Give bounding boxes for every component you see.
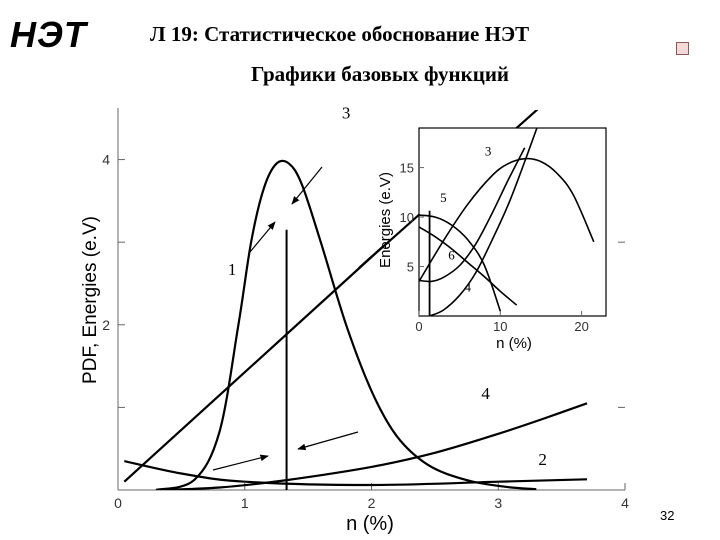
- y-tick-label: 15: [400, 161, 414, 176]
- curve-label-1: 1: [228, 260, 237, 279]
- inset-plot-frame: [418, 127, 607, 317]
- page-number: 32: [660, 508, 675, 523]
- main-x-axis-label: n (%): [346, 513, 394, 535]
- curve-label-6: 6: [448, 248, 455, 263]
- y-tick-label: 4: [102, 152, 110, 168]
- curve-label-3: 3: [485, 144, 492, 159]
- x-tick-label: 3: [494, 495, 502, 511]
- curve-4: [155, 402, 588, 490]
- inset-ticks: [418, 167, 583, 316]
- inset-curve-labels: 3 5 6 4: [440, 144, 491, 295]
- curve-label-2: 2: [538, 450, 547, 469]
- x-tick-label: 10: [493, 319, 507, 334]
- x-tick-label: 2: [368, 495, 376, 511]
- curve-1: [155, 159, 537, 490]
- inset-tick-labels: 0 10 20 5 10 15: [400, 161, 589, 334]
- inset-curves: [419, 128, 595, 316]
- main-y-axis-label: PDF, Energies (e.V): [80, 216, 101, 384]
- x-tick-label: 4: [621, 495, 629, 511]
- curve-label-5: 5: [440, 190, 447, 205]
- curve-label-4: 4: [481, 384, 490, 403]
- inset-y-axis-label: Energies (e.V): [377, 172, 394, 268]
- y-tick-label: 5: [407, 260, 414, 275]
- course-logo: НЭТ: [10, 14, 87, 55]
- arrow-curve-3: [291, 166, 323, 205]
- main-curve-labels: 1 2 3 4: [228, 103, 547, 469]
- y-tick-label: 2: [102, 317, 110, 333]
- slide-title: Л 19: Статистическое обоснование НЭТ: [150, 22, 530, 46]
- y-tick-label: 10: [400, 210, 414, 225]
- x-tick-label: 0: [415, 319, 422, 334]
- curve-label-3: 3: [342, 103, 351, 122]
- x-tick-label: 1: [241, 495, 249, 511]
- curve-6: [419, 226, 518, 306]
- inset-x-axis-label: n (%): [496, 335, 532, 352]
- slide-subtitle: Графики базовых функций: [250, 62, 510, 86]
- direction-arrows: [212, 166, 359, 471]
- x-tick-label: 20: [574, 319, 588, 334]
- curve-4: [419, 147, 526, 283]
- curve-2: [124, 460, 588, 487]
- curve-3: [419, 157, 595, 282]
- slide-marker-square: [676, 42, 689, 55]
- arrow-curve-1: [249, 221, 276, 253]
- main-tick-labels: 0 1 2 3 4 2 4: [102, 152, 629, 511]
- curve-5: [419, 214, 502, 312]
- arrow-curve-4-lower: [212, 454, 269, 471]
- arrow-curve-4-upper: [297, 431, 359, 451]
- curve-label-4: 4: [465, 279, 472, 294]
- x-tick-label: 0: [114, 495, 122, 511]
- curve-unlabeled-4: [429, 128, 538, 316]
